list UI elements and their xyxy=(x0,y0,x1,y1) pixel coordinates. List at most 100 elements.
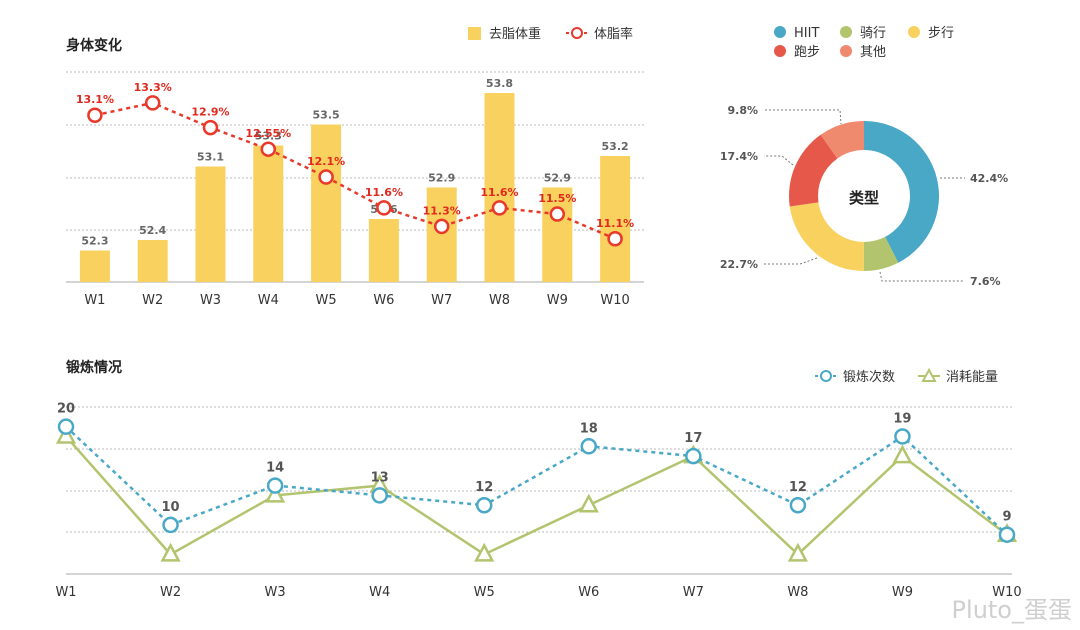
bar-W1 xyxy=(79,250,110,282)
exercise-title: 锻炼情况 xyxy=(66,359,122,376)
donut-slice-骑行 xyxy=(863,236,899,271)
bar-label-W8: 53.8 xyxy=(486,77,513,90)
x-tick-W3: W3 xyxy=(200,293,221,308)
x-tick-W5: W5 xyxy=(316,293,337,308)
bar-W10 xyxy=(600,156,631,282)
x-tick-W7: W7 xyxy=(431,293,452,308)
watermark: Pluto_蛋蛋 xyxy=(952,596,1072,624)
bar-W5 xyxy=(311,124,342,282)
legend-cycling: 骑行 xyxy=(860,26,886,41)
x-tick-W10: W10 xyxy=(992,585,1021,600)
x-tick-W4: W4 xyxy=(258,293,279,308)
exercise-x-ticks: W1 W2 W3 W4 W5 W6 W7 W8 W9 W10 xyxy=(55,585,1021,600)
x-tick-W3: W3 xyxy=(265,585,286,600)
exercise-lines: 20 10 14 13 12 18 17 12 19 9 xyxy=(55,402,1018,562)
body-fat-label-W8: 11.6% xyxy=(480,186,518,199)
body-fat-label-W5: 12.1% xyxy=(307,155,345,168)
exercise-count-polyline xyxy=(65,425,1008,536)
exercise-count-label-W5: 12 xyxy=(475,480,493,495)
legend-dot-other xyxy=(840,45,852,57)
body-fat-label-W2: 13.3% xyxy=(134,81,172,94)
legend-marker-exercise-count xyxy=(820,370,832,382)
bar-label-W2: 52.4 xyxy=(139,224,166,237)
calories-point-W3 xyxy=(265,483,286,503)
body-fat-polyline xyxy=(94,101,616,240)
exercise-count-label-W9: 19 xyxy=(893,411,911,426)
exercise-count-point-W4 xyxy=(371,487,388,504)
exercise-count-point-W9 xyxy=(894,428,911,445)
x-tick-W10: W10 xyxy=(600,293,629,308)
exercise-count-point-W6 xyxy=(580,438,598,455)
x-tick-W2: W2 xyxy=(160,585,181,600)
exercise-count-point-W7 xyxy=(685,447,702,465)
exercise-count-point-W5 xyxy=(475,496,493,514)
x-tick-W8: W8 xyxy=(489,293,510,308)
pct-label-walking: 22.7% xyxy=(720,258,758,271)
donut-slice-步行 xyxy=(789,202,864,271)
exercise-count-label-W1: 20 xyxy=(57,402,75,417)
x-tick-W5: W5 xyxy=(474,585,495,600)
x-tick-W9: W9 xyxy=(892,585,913,600)
body-fat-label-W4: 12.55% xyxy=(245,127,291,140)
x-tick-W8: W8 xyxy=(787,585,808,600)
legend-running: 跑步 xyxy=(794,45,820,60)
donut-center-label: 类型 xyxy=(849,189,879,207)
legend-dot-hiit xyxy=(774,26,786,38)
body-fat-point-W9 xyxy=(549,206,566,222)
pct-label-hiit: 42.4% xyxy=(970,172,1008,185)
x-tick-W6: W6 xyxy=(373,293,394,308)
body-fat-label-W1: 13.1% xyxy=(76,93,114,106)
bar-label-W7: 52.9 xyxy=(428,172,455,185)
body-fat-label-W9: 11.5% xyxy=(538,192,576,205)
bar-W8 xyxy=(484,93,515,282)
donut-leader-lines xyxy=(764,109,965,282)
donut-percent-labels: 42.4% 7.6% 22.7% 17.4% 9.8% xyxy=(720,104,1008,288)
pct-label-cycling: 7.6% xyxy=(970,275,1001,288)
pct-label-running: 17.4% xyxy=(720,150,758,163)
bar-W9 xyxy=(542,187,573,282)
calories-point-W5 xyxy=(474,542,495,562)
legend-hiit: HIIT xyxy=(794,26,819,41)
legend-swatch-lean-mass xyxy=(468,27,481,40)
x-tick-W6: W6 xyxy=(578,585,599,600)
body-fat-label-W3: 12.9% xyxy=(191,106,229,119)
body-change-title: 身体变化 xyxy=(66,37,122,54)
body-fat-label-W7: 11.3% xyxy=(423,204,461,217)
body-fat-point-W7 xyxy=(433,218,450,235)
calories-point-W2 xyxy=(160,542,181,562)
body-fat-label-W10: 11.1% xyxy=(596,217,634,230)
bar-W6 xyxy=(368,219,399,282)
body-change-bars: 52.352.453.153.353.552.652.953.852.953.2 xyxy=(79,77,631,282)
exercise-count-point-W3 xyxy=(266,477,284,494)
body-fat-label-W6: 11.6% xyxy=(365,186,403,199)
calories-point-W1 xyxy=(55,424,77,444)
donut-slice-其他 xyxy=(820,121,864,159)
bar-label-W4: 53.3 xyxy=(255,130,282,143)
exercise-type-donut xyxy=(788,121,940,271)
x-tick-W1: W1 xyxy=(84,293,105,308)
legend-body-fat: 体脂率 xyxy=(594,26,633,42)
legend-dot-cycling xyxy=(840,26,852,38)
bar-W2 xyxy=(137,240,168,282)
exercise-count-point-W2 xyxy=(162,516,179,534)
calories-point-W8 xyxy=(787,542,808,562)
legend-calories: 消耗能量 xyxy=(946,370,998,385)
legend-lean-mass: 去脂体重 xyxy=(489,26,541,42)
bar-W3 xyxy=(195,166,226,282)
calories-point-W9 xyxy=(892,444,913,464)
legend-marker-calories xyxy=(921,367,937,382)
exercise-count-label-W10: 9 xyxy=(1002,510,1011,525)
exercise-count-label-W7: 17 xyxy=(684,431,702,446)
pct-label-other: 9.8% xyxy=(727,104,758,117)
exercise-legend: 锻炼次数 消耗能量 xyxy=(815,367,998,385)
body-change-x-ticks: W1 W2 W3 W4 W5 W6 W7 W8 W9 W10 xyxy=(84,293,629,308)
x-tick-W7: W7 xyxy=(683,585,704,600)
body-fat-point-W5 xyxy=(318,169,334,185)
body-fat-point-W4 xyxy=(260,141,277,157)
legend-dot-running xyxy=(774,45,786,57)
x-tick-W2: W2 xyxy=(142,293,163,308)
donut-slice-HIIT xyxy=(864,121,940,263)
body-fat-point-W10 xyxy=(607,231,623,247)
body-fat-point-W1 xyxy=(87,107,103,123)
